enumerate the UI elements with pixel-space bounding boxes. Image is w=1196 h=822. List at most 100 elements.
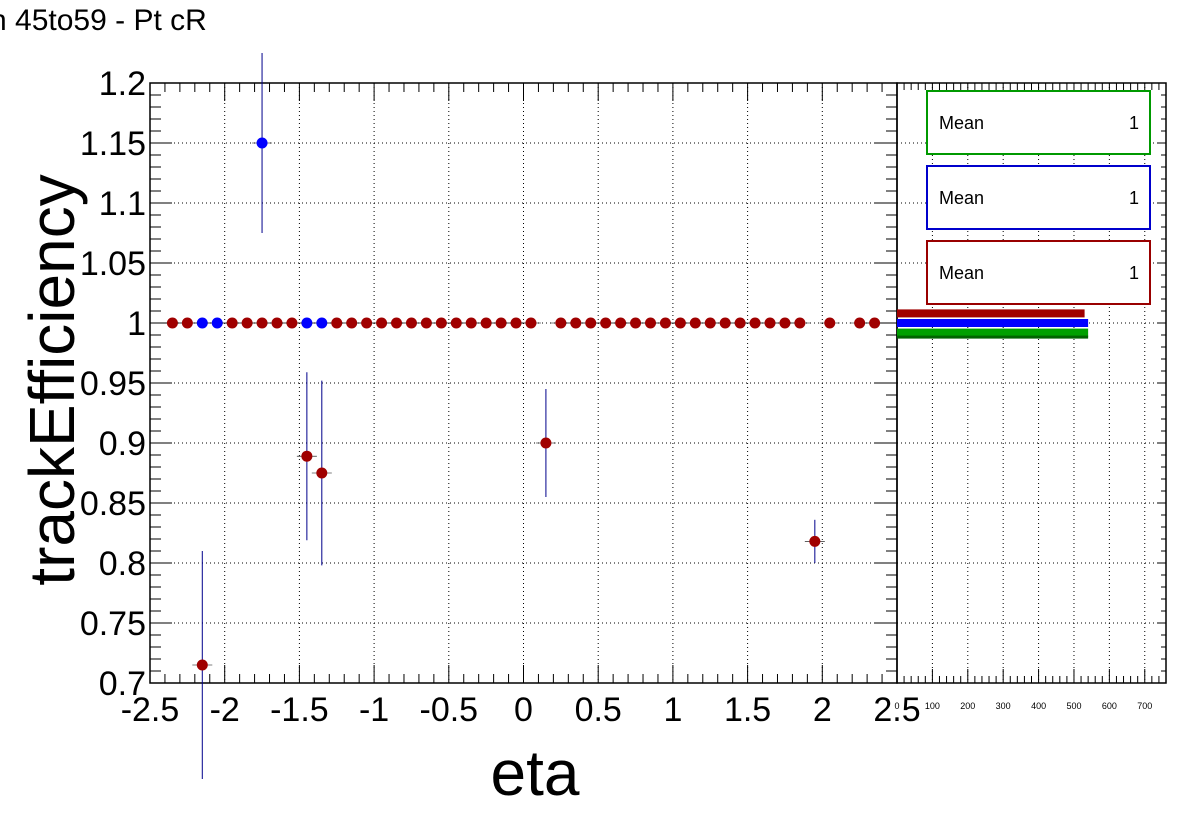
data-point [869,317,881,329]
y-tick-label: 0.95 [80,365,146,403]
y-tick-label: 1.1 [99,185,146,223]
data-point [420,317,432,329]
stat-box-red: Mean 1 [926,240,1151,305]
x-tick-label: 0 [514,691,533,729]
y-axis-label: trackEfficiency [16,174,88,585]
axis-ticks [149,82,1167,684]
data-point [256,137,268,149]
side-x-tick-label: 200 [960,701,975,711]
data-point [435,317,447,329]
side-x-tick-label: 100 [925,701,940,711]
data-point [659,317,671,329]
data-point [764,317,776,329]
data-point [316,317,328,329]
data-point [704,317,716,329]
stat-value: 1 [1128,113,1139,133]
data-point [495,317,507,329]
data-point [346,317,358,329]
data-point [331,317,343,329]
x-tick-label: 2.5 [873,691,920,729]
side-x-tick-label: 700 [1137,701,1152,711]
data-point [615,317,627,329]
side-bar [897,335,1089,339]
x-axis-label: eta [491,737,580,809]
stat-box-green: Mean 1 [926,90,1151,155]
data-point [166,317,178,329]
data-point [794,317,806,329]
data-point [450,317,462,329]
data-point [316,467,328,479]
x-tick-label: -1 [359,691,389,729]
y-tick-label: 0.75 [80,605,146,643]
y-tick-label: 1.2 [99,65,146,103]
side-bar [897,309,1085,318]
x-tick-label: 0.5 [575,691,622,729]
data-point [271,317,283,329]
stat-value: 1 [1128,188,1139,208]
data-point [585,317,597,329]
stat-label: Mean [939,188,985,208]
x-tick-label: -1.5 [270,691,329,729]
data-point [465,317,477,329]
data-point [301,317,313,329]
data-point [525,317,537,329]
y-tick-label: 1.15 [80,125,146,163]
side-bars [897,309,1089,339]
side-bar [897,319,1089,327]
stat-box-blue: Mean 1 [926,165,1151,230]
data-point [480,317,492,329]
data-point [809,535,821,547]
data-point [226,317,238,329]
data-point [555,317,567,329]
data-point [779,317,791,329]
y-tick-label: 0.85 [80,485,146,523]
data-point [719,317,731,329]
y-tick-label: 1.05 [80,245,146,283]
plot-title: n 45to59 - Pt cR [0,4,207,37]
data-point [241,317,253,329]
x-tick-label: 1 [663,691,682,729]
side-x-tick-label: 400 [1031,701,1046,711]
x-tick-label: -2 [210,691,240,729]
data-point [286,317,298,329]
side-x-tick-label: 600 [1102,701,1117,711]
y-tick-label: 0.7 [99,665,146,703]
data-point [181,317,193,329]
data-point [391,317,403,329]
data-point [256,317,268,329]
side-x-tick-label: 0 [894,701,899,711]
x-tick-label: -0.5 [420,691,479,729]
stat-label: Mean [939,263,985,283]
data-point [644,317,656,329]
x-tick-label: 1.5 [724,691,771,729]
data-point [301,450,313,462]
data-point [824,317,836,329]
y-tick-label: 1 [127,305,146,343]
stat-label: Mean [939,113,985,133]
data-point [674,317,686,329]
data-point [854,317,866,329]
y-tick-label: 0.9 [99,425,146,463]
data-point [570,317,582,329]
data-point [405,317,417,329]
data-point [196,659,208,671]
data-point [361,317,373,329]
axis-labels: -2.5 -2 -1.5 -1 -0.5 0 0.5 1 1.5 2 2.5 0.7 0.75 0.8 0.… [16,65,1152,809]
data-point [689,317,701,329]
side-x-tick-label: 500 [1066,701,1081,711]
y-tick-label: 0.8 [99,545,146,583]
stat-value: 1 [1128,263,1139,283]
data-point [540,437,552,449]
data-point [630,317,642,329]
data-point [196,317,208,329]
data-point [734,317,746,329]
side-x-tick-label: 300 [996,701,1011,711]
side-bar [897,328,1089,337]
data-series [162,53,885,779]
data-point [600,317,612,329]
x-tick-label: 2 [813,691,832,729]
data-point [749,317,761,329]
data-point [211,317,223,329]
data-point [510,317,522,329]
data-point [376,317,388,329]
